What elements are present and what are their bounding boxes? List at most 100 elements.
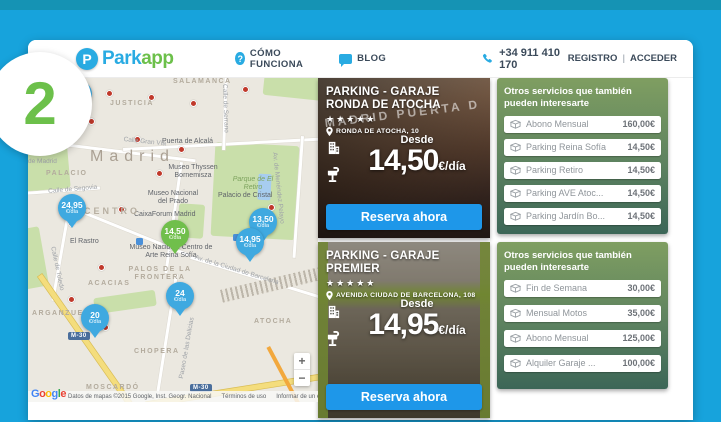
zoom-out-button[interactable]: − xyxy=(298,371,306,385)
phone-link[interactable]: +34 911 410 170 xyxy=(482,47,568,71)
service-name: Abono Mensual xyxy=(526,333,589,344)
reserve-now-button[interactable]: Reserva ahora xyxy=(326,384,482,410)
result-card-ronda-de-atocha: MADRID PUERTA D PARKING - GARAJE RONDA D… xyxy=(318,78,693,238)
map-data-text: Datos de mapas ©2015 Google, Inst. Geogr… xyxy=(68,393,212,400)
auth-divider: | xyxy=(622,53,626,64)
phone-number: +34 911 410 170 xyxy=(499,46,560,71)
rating-stars: ★★★★★ xyxy=(326,278,377,289)
parking-title: PARKING - GARAJE PREMIER xyxy=(326,250,440,276)
step-number: 2 xyxy=(23,70,57,137)
map-label-street: Paseo de las Delicias xyxy=(178,316,196,380)
parkapp-logo[interactable]: P Parkapp xyxy=(76,47,174,70)
report-error-link[interactable]: Informar de un error de Maps xyxy=(276,393,318,400)
parking-meter-icon xyxy=(327,167,340,182)
package-icon xyxy=(510,308,521,318)
building-icon xyxy=(328,141,340,155)
package-icon xyxy=(510,358,521,368)
package-icon xyxy=(510,142,521,152)
service-price: 35,00€ xyxy=(627,308,655,319)
map-price-marker-selected[interactable]: 14,50 €/día xyxy=(161,220,189,254)
step-number-badge: 2 xyxy=(0,52,92,156)
service-item[interactable]: Alquiler Garaje ... 100,00€ xyxy=(504,354,661,372)
package-icon xyxy=(510,165,521,175)
map-label-park: Parque de El Retiro xyxy=(232,176,274,192)
metro-dot xyxy=(178,146,185,153)
reserve-now-button[interactable]: Reserva ahora xyxy=(326,204,482,230)
zoom-in-button[interactable]: + xyxy=(294,353,310,370)
service-item[interactable]: Fin de Semana 30,00€ xyxy=(504,279,661,297)
marker-price: 24,95 xyxy=(61,199,83,210)
map-label-poi: El Rastro xyxy=(70,238,99,245)
map-price-marker[interactable]: 20 €/día xyxy=(81,304,109,338)
registro-link[interactable]: REGISTRO xyxy=(567,53,618,64)
phone-icon xyxy=(483,53,493,63)
package-icon xyxy=(510,188,521,198)
map-pin-icon xyxy=(326,127,333,137)
map-price-marker[interactable]: 14,95 €/día xyxy=(236,228,264,262)
site-window: P Parkapp ? CÓMO FUNCIONA BLOG +34 911 4… xyxy=(28,40,693,420)
service-item[interactable]: Mensual Motos 35,00€ xyxy=(504,304,661,322)
nav-como-funciona[interactable]: ? CÓMO FUNCIONA xyxy=(235,48,313,70)
service-item[interactable]: Abono Mensual 125,00€ xyxy=(504,329,661,347)
auth-links: REGISTRO | ACCEDER xyxy=(568,53,677,64)
price-value: 14,95 xyxy=(368,308,439,341)
help-circle-icon: ? xyxy=(235,52,245,65)
results-column: MADRID PUERTA D PARKING - GARAJE RONDA D… xyxy=(318,78,693,422)
marker-unit: €/día xyxy=(243,243,257,249)
package-icon xyxy=(510,211,521,221)
service-name: Parking Retiro xyxy=(526,165,584,176)
service-name: Parking AVE Atoc... xyxy=(526,188,604,199)
map-label-district: CHOPERA xyxy=(134,348,180,355)
metro-dot xyxy=(242,86,249,93)
nav-blog[interactable]: BLOG xyxy=(339,53,386,67)
map-zoom-control: + − xyxy=(294,353,310,386)
service-price: 14,50€ xyxy=(627,165,655,176)
metro-dot xyxy=(98,264,105,271)
service-price: 30,00€ xyxy=(627,283,655,294)
services-title: Otros servicios que también pueden inter… xyxy=(504,250,632,273)
parking-photo: MADRID PUERTA D PARKING - GARAJE RONDA D… xyxy=(318,78,490,238)
map-canvas[interactable]: SALAMANCA JUSTICIA Calle de Serrano Call… xyxy=(28,78,318,402)
parking-address: RONDA DE ATOCHA, 10 xyxy=(336,128,420,136)
service-price: 160,00€ xyxy=(622,119,655,130)
marker-unit: €/día xyxy=(168,235,182,241)
service-item[interactable]: Parking Jardín Bo... 14,50€ xyxy=(504,207,661,225)
map-label-district: ACACIAS xyxy=(88,280,131,287)
logo-text-app: app xyxy=(141,47,174,69)
marker-unit: €/día xyxy=(88,319,102,325)
map-label-street: Calle Gran Vía xyxy=(123,136,167,148)
google-logo-letter: e xyxy=(60,388,66,400)
service-item[interactable]: Parking Retiro 14,50€ xyxy=(504,161,661,179)
price-value: 14,50 xyxy=(368,144,439,177)
from-label: Desde xyxy=(400,298,434,310)
service-item[interactable]: Abono Mensual 160,00€ xyxy=(504,115,661,133)
map-label-district: CENTRO xyxy=(84,206,140,216)
logo-text-park: Park xyxy=(102,47,142,69)
service-name: Parking Jardín Bo... xyxy=(526,211,606,222)
map-label-street: Calle de Toledo xyxy=(49,246,66,292)
map-attribution-bar: Datos de mapas ©2015 Google, Inst. Geogr… xyxy=(28,391,318,402)
service-price: 14,50€ xyxy=(627,142,655,153)
terms-link[interactable]: Términos de uso xyxy=(221,393,267,400)
map-label-poi: Puerta de Alcalá xyxy=(162,138,213,145)
google-logo[interactable]: Google xyxy=(31,388,66,400)
service-item[interactable]: Parking Reina Sofía 14,50€ xyxy=(504,138,661,156)
map-label-district: PALACIO xyxy=(46,170,88,177)
map-label-poi: Museo Nacional del Prado xyxy=(147,190,199,206)
acceder-link[interactable]: ACCEDER xyxy=(630,53,677,64)
service-price: 125,00€ xyxy=(622,333,655,344)
service-item[interactable]: Parking AVE Atoc... 14,50€ xyxy=(504,184,661,202)
map-label-poi: Museo Thyssen Bornemisza xyxy=(168,164,218,180)
map-label-district: PALOS DE LA FRONTERA xyxy=(128,266,192,282)
parking-meter-icon xyxy=(327,331,340,346)
map-label-poi: CaixaForum Madrid xyxy=(134,211,196,218)
map-price-marker[interactable]: 24,95 €/día xyxy=(58,194,86,228)
related-services-panel: Otros servicios que también pueden inter… xyxy=(497,242,668,389)
map-price-marker[interactable]: 24 €/día xyxy=(166,282,194,316)
marker-price: 20 xyxy=(90,309,100,320)
services-title: Otros servicios que también pueden inter… xyxy=(504,86,632,109)
map-label-district: JUSTICIA xyxy=(110,100,154,107)
from-label: Desde xyxy=(400,134,434,146)
m30-road-badge: M-30 xyxy=(190,384,212,392)
